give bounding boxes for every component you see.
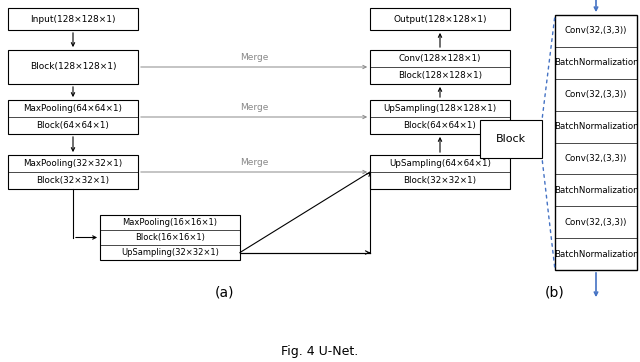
Text: Block(32×32×1): Block(32×32×1): [403, 176, 477, 185]
Text: BatchNormalization: BatchNormalization: [554, 122, 638, 131]
Text: Conv(32,(3,3)): Conv(32,(3,3)): [565, 154, 627, 163]
Bar: [555, 15, 637, 270]
Text: Fig. 4 U-Net.: Fig. 4 U-Net.: [282, 345, 358, 358]
Bar: [8, 155, 138, 189]
Text: Block: Block: [496, 134, 526, 144]
Text: UpSampling(32×32×1): UpSampling(32×32×1): [121, 248, 219, 257]
Text: Merge: Merge: [240, 53, 268, 62]
Bar: [370, 155, 510, 189]
Text: Block(128×128×1): Block(128×128×1): [398, 71, 482, 80]
Text: Input(128×128×1): Input(128×128×1): [30, 14, 116, 24]
Text: Conv(32,(3,3)): Conv(32,(3,3)): [565, 90, 627, 99]
Text: (b): (b): [545, 285, 565, 299]
Text: MaxPooling(32×32×1): MaxPooling(32×32×1): [24, 159, 123, 168]
Text: BatchNormalization: BatchNormalization: [554, 186, 638, 195]
Bar: [100, 215, 240, 260]
Bar: [8, 8, 138, 30]
Text: Block(32×32×1): Block(32×32×1): [36, 176, 109, 185]
Text: MaxPooling(64×64×1): MaxPooling(64×64×1): [24, 104, 122, 113]
Bar: [370, 100, 510, 134]
Text: Merge: Merge: [240, 158, 268, 167]
Bar: [370, 8, 510, 30]
Text: BatchNormalization: BatchNormalization: [554, 58, 638, 67]
Bar: [480, 120, 542, 158]
Text: Conv(128×128×1): Conv(128×128×1): [399, 54, 481, 63]
Bar: [370, 50, 510, 84]
Bar: [8, 50, 138, 84]
Text: Conv(32,(3,3)): Conv(32,(3,3)): [565, 26, 627, 35]
Text: BatchNormalization: BatchNormalization: [554, 249, 638, 258]
Text: (a): (a): [215, 285, 235, 299]
Text: Block(64×64×1): Block(64×64×1): [36, 121, 109, 130]
Text: Block(16×16×1): Block(16×16×1): [135, 233, 205, 242]
Bar: [8, 100, 138, 134]
Text: MaxPooling(16×16×1): MaxPooling(16×16×1): [122, 218, 218, 227]
Text: Block(64×64×1): Block(64×64×1): [404, 121, 476, 130]
Text: Merge: Merge: [240, 103, 268, 112]
Text: Conv(32,(3,3)): Conv(32,(3,3)): [565, 218, 627, 227]
Text: Block(128×128×1): Block(128×128×1): [29, 63, 116, 72]
Text: Output(128×128×1): Output(128×128×1): [393, 14, 487, 24]
Text: UpSampling(128×128×1): UpSampling(128×128×1): [383, 104, 497, 113]
Text: UpSampling(64×64×1): UpSampling(64×64×1): [389, 159, 491, 168]
